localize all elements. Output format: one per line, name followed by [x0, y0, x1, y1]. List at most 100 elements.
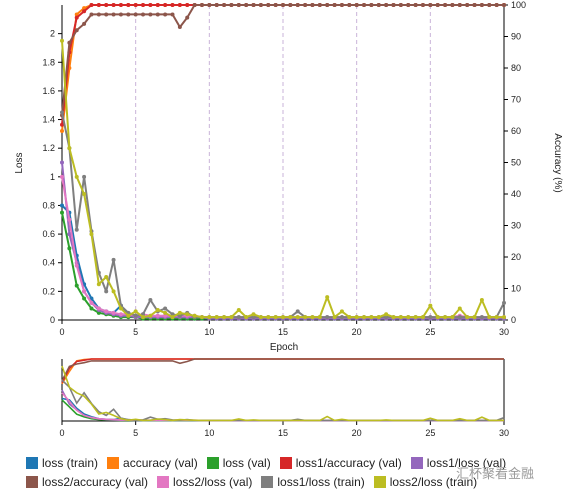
data-point-8 — [502, 315, 506, 320]
data-point-5 — [111, 12, 116, 17]
legend-label: loss1/loss (train) — [277, 475, 365, 489]
data-point-7 — [74, 227, 79, 232]
data-point-5 — [443, 3, 448, 7]
nav-series-line-5 — [61, 358, 504, 382]
data-point-3 — [185, 3, 190, 7]
data-point-5 — [317, 3, 322, 7]
y-left-tick-label: 0.6 — [42, 229, 55, 239]
data-point-8 — [428, 303, 433, 308]
data-point-8 — [339, 309, 344, 314]
data-point-5 — [199, 3, 204, 7]
data-point-3 — [133, 3, 138, 7]
data-point-8 — [214, 315, 219, 320]
data-point-8 — [369, 315, 374, 320]
data-point-8 — [155, 307, 160, 312]
data-point-6 — [96, 306, 101, 311]
data-point-5 — [207, 3, 212, 7]
data-point-5 — [89, 12, 94, 17]
data-point-5 — [251, 3, 256, 7]
data-point-8 — [126, 313, 131, 318]
nav-series-line-3 — [61, 358, 504, 383]
data-point-8 — [295, 315, 300, 320]
legend-item[interactable]: loss1/accuracy (val) — [279, 454, 402, 473]
legend-item[interactable]: loss (train) — [26, 454, 98, 473]
data-point-7 — [457, 315, 462, 320]
y-right-tick-label: 70 — [511, 95, 521, 105]
legend-item[interactable]: accuracy (val) — [107, 454, 198, 473]
data-point-7 — [479, 315, 484, 320]
y-right-tick-label: 30 — [511, 221, 521, 231]
data-point-2 — [89, 306, 94, 311]
data-point-2 — [82, 296, 87, 301]
data-point-7 — [111, 257, 116, 262]
data-point-5 — [118, 12, 123, 17]
data-point-3 — [111, 3, 116, 7]
data-point-8 — [185, 312, 190, 317]
data-point-5 — [170, 12, 175, 17]
data-point-8 — [141, 315, 146, 320]
data-point-8 — [199, 315, 204, 320]
data-point-8 — [236, 307, 241, 312]
data-point-6 — [60, 174, 64, 179]
data-point-8 — [398, 315, 403, 320]
data-point-3 — [141, 3, 146, 7]
data-point-8 — [479, 297, 484, 302]
legend-label: loss2/loss (train) — [389, 475, 478, 489]
y-axis-label-right: Accuracy (%) — [552, 133, 563, 192]
data-point-5 — [406, 3, 411, 7]
x-tick-label: 5 — [133, 327, 138, 337]
data-point-6 — [82, 289, 87, 294]
legend-item[interactable]: loss (val) — [206, 454, 271, 473]
data-point-8 — [457, 306, 462, 311]
x-tick-label: 10 — [204, 327, 214, 337]
nav-series-line-7 — [61, 379, 505, 422]
legend-swatch — [157, 476, 170, 488]
data-point-8 — [258, 315, 263, 320]
data-point-8 — [266, 315, 271, 320]
data-point-5 — [82, 21, 87, 26]
nav-x-tick-label: 15 — [278, 428, 288, 438]
data-point-8 — [170, 315, 175, 320]
legend-swatch — [261, 476, 274, 488]
data-point-8 — [391, 315, 396, 320]
data-point-5 — [339, 3, 344, 7]
legend-label: loss1/loss (val) — [426, 456, 507, 470]
legend-item[interactable]: loss2/accuracy (val) — [26, 473, 148, 492]
data-point-5 — [347, 3, 352, 7]
y-left-tick-label: 0.2 — [42, 286, 55, 296]
data-point-5 — [435, 3, 440, 7]
data-point-7 — [60, 110, 64, 115]
data-point-5 — [104, 12, 109, 17]
legend-item[interactable]: loss2/loss (train) — [373, 473, 478, 492]
legend-swatch — [410, 457, 423, 469]
y-right-tick-label: 100 — [511, 0, 526, 10]
data-point-3 — [118, 3, 123, 7]
y-left-tick-label: 1.6 — [42, 86, 55, 96]
x-tick-label: 25 — [425, 327, 435, 337]
data-point-5 — [295, 3, 300, 7]
legend-item[interactable]: loss2/loss (val) — [157, 473, 252, 492]
data-point-5 — [177, 25, 182, 30]
data-point-5 — [288, 3, 293, 7]
legend-item[interactable]: loss1/loss (val) — [410, 454, 507, 473]
data-point-5 — [376, 3, 381, 7]
data-point-7 — [295, 309, 300, 314]
data-point-6 — [163, 313, 168, 318]
data-point-8 — [163, 310, 168, 315]
legend-item[interactable]: loss1/loss (train) — [261, 473, 365, 492]
y-right-tick-label: 90 — [511, 32, 521, 42]
data-point-8 — [472, 315, 477, 320]
data-point-5 — [332, 3, 337, 7]
nav-x-tick-label: 20 — [352, 428, 362, 438]
data-point-5 — [192, 3, 197, 7]
nav-x-tick-label: 10 — [204, 428, 214, 438]
y-right-tick-label: 20 — [511, 252, 521, 262]
data-point-3 — [170, 3, 175, 7]
data-point-8 — [222, 315, 227, 320]
data-point-2 — [67, 246, 72, 251]
data-point-5 — [384, 3, 389, 7]
data-point-5 — [413, 3, 418, 7]
data-point-8 — [435, 315, 440, 320]
nav-x-tick-label: 0 — [59, 428, 64, 438]
y-axis-label-left: Loss — [14, 152, 25, 173]
